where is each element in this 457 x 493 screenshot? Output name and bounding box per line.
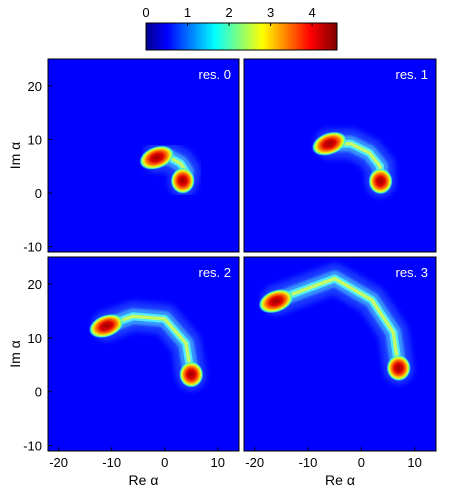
- density-peak-0: [89, 313, 124, 339]
- density-map: [139, 142, 201, 198]
- colorbar-ticks: 0 1 2 3 4: [142, 5, 316, 26]
- y-tick-2: 0: [35, 186, 42, 201]
- density-band-3: [104, 314, 193, 378]
- x-axis-label: Re α: [129, 472, 159, 488]
- x-tick-3: 10: [211, 455, 225, 470]
- density-map: [258, 263, 414, 385]
- colorbar-tick-3: 3: [267, 5, 274, 20]
- y-tick-3: -10: [23, 439, 42, 454]
- density-map: [312, 128, 396, 198]
- density-band-3: [274, 276, 401, 371]
- panel-1: res. 1: [243, 58, 437, 253]
- density-peak-1: [386, 355, 411, 382]
- colorbar-tick-2: 2: [225, 5, 232, 20]
- colorbar-tick-1: 1: [184, 5, 191, 20]
- density-peak-0: [139, 145, 175, 170]
- x-tick-0: -20: [245, 455, 264, 470]
- density-peak-1: [170, 167, 195, 194]
- y-tick-3: -10: [23, 240, 42, 255]
- x-tick-2: 0: [161, 455, 168, 470]
- y-tick-0: 20: [28, 277, 42, 292]
- colorbar-tick-4: 4: [308, 5, 315, 20]
- density-peak-0: [258, 289, 294, 314]
- y-tick-1: 10: [28, 331, 42, 346]
- panel-background: [48, 257, 239, 451]
- colorbar-tick-0: 0: [142, 5, 149, 20]
- y-axis-label: Im α: [7, 340, 23, 368]
- x-tick-1: -10: [102, 455, 121, 470]
- x-tick-1: -10: [299, 455, 318, 470]
- panel-frame: [47, 58, 240, 253]
- panel-2: res. 2 20 10 0 -10 Im α -20 -10 0 10 Re α: [7, 256, 240, 488]
- panel-label: res. 1: [395, 67, 428, 82]
- panel-3: res. 3 -20 -10 0 10 Re α: [243, 256, 437, 488]
- y-tick-0: 20: [28, 79, 42, 94]
- x-axis-label: Re α: [325, 472, 355, 488]
- panel-frame: [243, 58, 437, 253]
- x-tick-3: 10: [407, 455, 421, 470]
- density-peak-1: [179, 361, 204, 388]
- x-tick-2: 0: [358, 455, 365, 470]
- panel-frame: [243, 256, 437, 452]
- panel-label: res. 2: [198, 265, 231, 280]
- panel-label: res. 3: [395, 265, 428, 280]
- colorbar-gradient: [145, 22, 338, 51]
- density-peak-0: [312, 131, 347, 156]
- y-axis-label: Im α: [7, 142, 23, 170]
- panel-0: res. 0 20 10 0 -10 Im α: [7, 58, 240, 255]
- density-peak-1: [368, 168, 393, 195]
- panel-label: res. 0: [198, 67, 231, 82]
- x-tick-0: -20: [49, 455, 68, 470]
- panel-frame: [47, 256, 240, 452]
- panels: res. 0 20 10 0 -10 Im α res. 1 res. 2 20 10 0 -10 Im…: [7, 58, 437, 488]
- colorbar: 0 1 2 3 4: [142, 5, 338, 51]
- density-map: [89, 301, 207, 391]
- y-tick-2: 0: [35, 385, 42, 400]
- y-tick-1: 10: [28, 132, 42, 147]
